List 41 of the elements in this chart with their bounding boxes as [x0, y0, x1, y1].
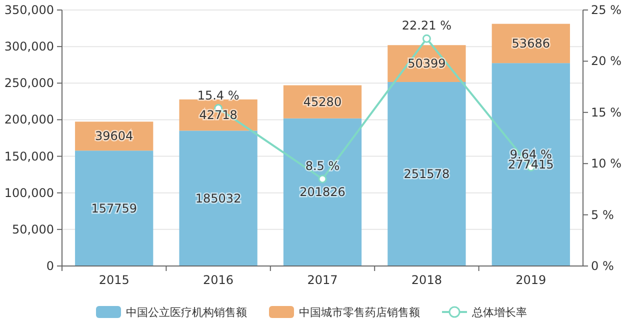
data-label: 50399 [408, 56, 446, 71]
x-tick-label: 2019 [516, 273, 546, 287]
x-tick-label: 2018 [411, 273, 442, 287]
point [318, 174, 327, 184]
y2-tick-label: 10 % [591, 156, 622, 171]
y2-tick-label: 15 % [591, 105, 622, 120]
y-tick-label: 100,000 [4, 186, 54, 200]
y-tick-label: 350,000 [4, 3, 54, 17]
y-tick-label: 300,000 [4, 40, 54, 54]
x-tick-label: 2016 [203, 273, 234, 287]
x-tick-label: 2015 [98, 273, 130, 287]
data-label: 53686 [512, 36, 550, 50]
y-tick-label: 150,000 [4, 149, 54, 164]
y-tick-label: 200,000 [4, 112, 54, 127]
legend-label: 中国公立医疗机构销售额 [126, 306, 247, 319]
data-label: 39604 [95, 129, 134, 144]
bar [388, 82, 466, 266]
point [422, 34, 431, 43]
data-label: 201826 [300, 185, 346, 200]
data-label: 157759 [91, 201, 138, 216]
y2-tick-label: 20 % [591, 54, 622, 68]
x-tick-label: 2017 [307, 273, 338, 287]
y-tick-label: 50,000 [12, 222, 54, 236]
data-label: 277415 [508, 158, 554, 172]
y2-tick-label: 0 % [591, 259, 614, 273]
bar [179, 130, 258, 266]
legend-label: 中国城市零售药店销售额 [299, 306, 420, 319]
y2-tick-label: 25 % [591, 3, 622, 17]
y2-tick-label: 5 % [591, 208, 614, 222]
legend-label: 总体增长率 [471, 306, 527, 319]
data-label: 15.4 % [197, 88, 240, 102]
bar [75, 150, 154, 266]
data-label: 251578 [404, 166, 450, 181]
data-label: 185032 [195, 191, 242, 206]
bar [283, 118, 362, 266]
data-label: 22.21 % [402, 18, 452, 33]
data-label: 45280 [303, 94, 342, 109]
y-tick-label: 250,000 [4, 76, 54, 90]
y-tick-label: 0 [46, 259, 54, 273]
bar [492, 63, 570, 266]
data-label: 8.5 % [305, 158, 340, 173]
